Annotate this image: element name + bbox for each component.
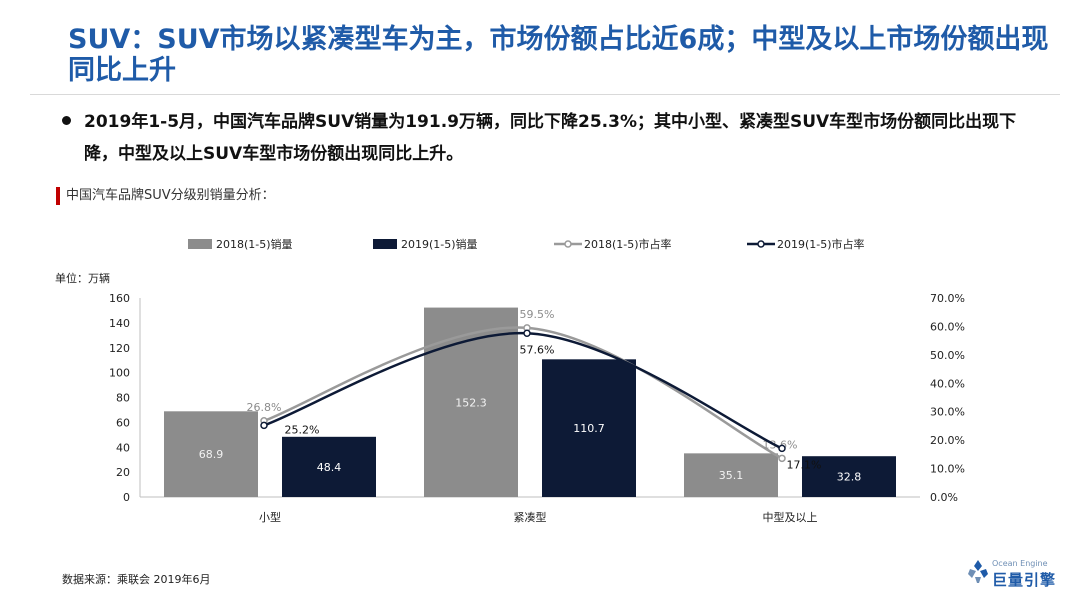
legend-swatch <box>188 239 212 249</box>
slide-title: SUV：SUV市场以紧凑型车为主，市场份额占比近6成；中型及以上市场份额出现同比… <box>68 24 1049 86</box>
logo-icon <box>968 560 988 583</box>
y-right-tick-label: 50.0% <box>930 349 965 362</box>
line-point <box>778 444 786 453</box>
y-left-tick-label: 120 <box>109 342 130 355</box>
legend-marker <box>564 240 572 248</box>
y-left-tick-label: 20 <box>116 466 130 479</box>
bar-value-label: 48.4 <box>317 461 342 474</box>
bullet-icon <box>62 116 71 125</box>
legend-label: 2019(1-5)销量 <box>401 237 478 251</box>
bar-value-label: 35.1 <box>719 469 744 482</box>
subtitle-marker <box>56 187 60 205</box>
x-category-label: 紧凑型 <box>514 510 547 524</box>
bar-value-label: 68.9 <box>199 448 224 461</box>
unit-label: 单位：万辆 <box>55 272 110 285</box>
line-value-label: 57.6% <box>520 343 555 356</box>
x-category-label: 中型及以上 <box>763 510 818 524</box>
bar-2018 <box>684 453 778 497</box>
bar-value-label: 152.3 <box>455 396 487 409</box>
legend-label: 2018(1-5)销量 <box>216 237 293 251</box>
line-point <box>523 329 531 338</box>
logo-chinese: 巨量引擎 <box>992 571 1057 589</box>
bar-2019 <box>542 359 636 497</box>
bar-value-label: 110.7 <box>573 422 605 435</box>
line-value-label: 25.2% <box>285 423 320 436</box>
y-right-tick-label: 20.0% <box>930 434 965 447</box>
bar-2019 <box>802 456 896 497</box>
y-right-tick-label: 30.0% <box>930 406 965 419</box>
line-value-label: 17.1% <box>787 458 822 471</box>
y-left-tick-label: 140 <box>109 317 130 330</box>
chart-subtitle: 中国汽车品牌SUV分级别销量分析： <box>66 188 275 203</box>
y-left-tick-label: 80 <box>116 392 130 405</box>
data-source: 数据来源：乘联会 2019年6月 <box>62 573 211 586</box>
line-value-label: 26.8% <box>247 401 282 414</box>
legend-label: 2019(1-5)市占率 <box>777 237 865 251</box>
y-left-tick-label: 160 <box>109 292 130 305</box>
title-divider <box>30 94 1060 95</box>
bar-2019 <box>282 436 376 497</box>
line-point <box>260 421 268 430</box>
y-left-tick-label: 60 <box>116 416 130 429</box>
line-point <box>778 454 786 463</box>
bar-value-label: 32.8 <box>837 471 862 484</box>
ocean-engine-logo: Ocean Engine 巨量引擎 <box>966 557 1066 591</box>
y-right-tick-label: 0.0% <box>930 491 958 504</box>
summary-bullet: 2019年1-5月，中国汽车品牌SUV销量为191.9万辆，同比下降25.3%；… <box>84 112 1017 164</box>
y-right-tick-label: 60.0% <box>930 320 965 333</box>
logo-english: Ocean Engine <box>992 559 1048 568</box>
x-category-label: 小型 <box>259 510 281 524</box>
y-left-tick-label: 100 <box>109 367 130 380</box>
y-right-tick-label: 10.0% <box>930 463 965 476</box>
legend-swatch <box>373 239 397 249</box>
legend-marker <box>757 240 765 248</box>
bar-2018 <box>164 411 258 497</box>
y-left-tick-label: 40 <box>116 441 130 454</box>
y-right-tick-label: 70.0% <box>930 292 965 305</box>
y-left-tick-label: 0 <box>123 491 130 504</box>
legend-label: 2018(1-5)市占率 <box>584 237 672 251</box>
y-right-tick-label: 40.0% <box>930 377 965 390</box>
line-value-label: 59.5% <box>520 308 555 321</box>
